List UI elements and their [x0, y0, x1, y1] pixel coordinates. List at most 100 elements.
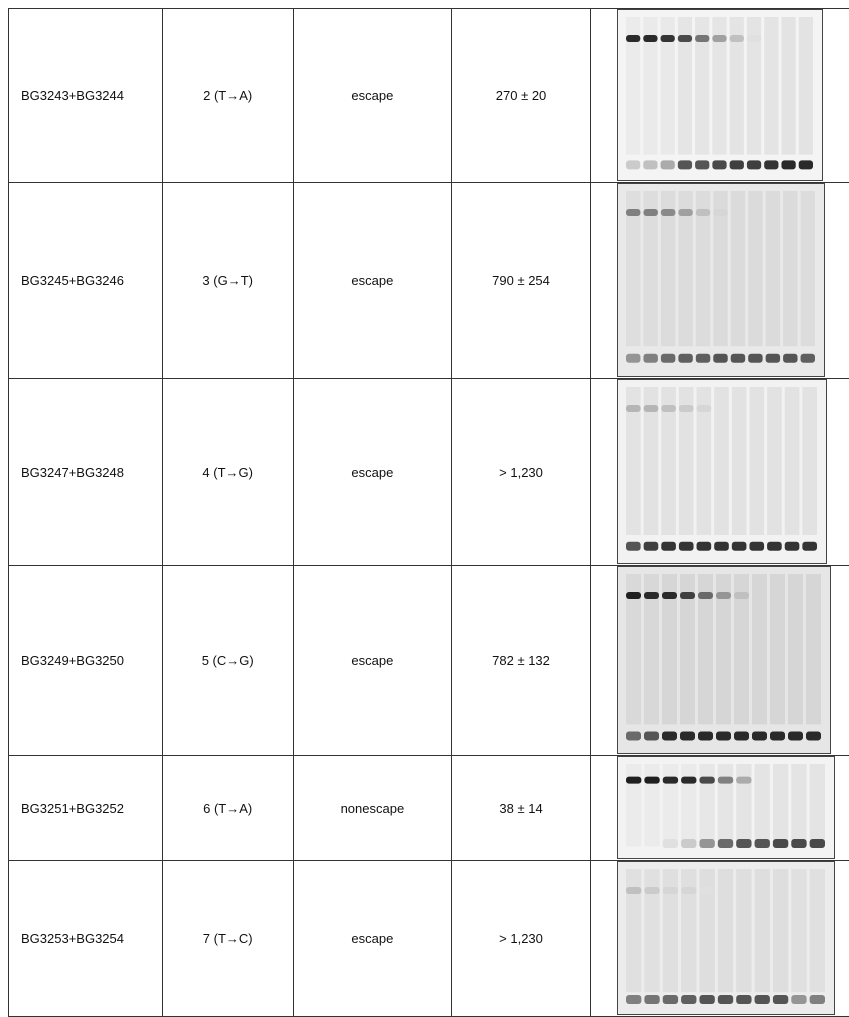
gel-band: [718, 777, 733, 784]
gel-band: [736, 995, 751, 1004]
table-cell: BG3247+BG3248: [9, 379, 163, 566]
gel-band: [626, 542, 641, 551]
table-cell: escape: [293, 861, 452, 1017]
table-cell: escape: [293, 379, 452, 566]
gel-band: [626, 592, 641, 599]
gel-band: [643, 209, 657, 216]
gel-band: [679, 405, 694, 412]
table-cell: > 1,230: [452, 861, 591, 1017]
gel-band: [678, 35, 692, 42]
gel-band: [747, 160, 761, 169]
gel-band: [785, 542, 800, 551]
gel-image: [617, 756, 835, 859]
gel-smear: [809, 764, 824, 846]
gel-band: [800, 354, 814, 363]
gel-band: [712, 160, 726, 169]
gel-band: [695, 160, 709, 169]
gel-band: [662, 731, 677, 740]
table-cell: BG3251+BG3252: [9, 756, 163, 861]
gel-band: [681, 995, 696, 1004]
gel-smear: [626, 764, 641, 846]
gel-cell: [590, 756, 849, 861]
gel-band: [734, 592, 749, 599]
gel-band: [734, 731, 749, 740]
gel-band: [788, 731, 803, 740]
gel-smear: [732, 387, 747, 535]
gel-band: [716, 731, 731, 740]
gel-band: [698, 592, 713, 599]
gel-band: [770, 731, 785, 740]
gel-smear: [748, 191, 762, 346]
gel-cell: [590, 861, 849, 1017]
gel-band: [764, 160, 778, 169]
gel-band: [731, 354, 745, 363]
gel-band: [626, 405, 641, 412]
gel-band: [663, 887, 678, 894]
gel-image: [617, 861, 835, 1015]
gel-smear: [644, 764, 659, 846]
gel-band: [696, 354, 710, 363]
gel-band: [718, 839, 733, 848]
table-cell: 790 ± 254: [452, 183, 591, 379]
gel-band: [729, 160, 743, 169]
table-cell: 3 (G→T): [162, 183, 293, 379]
gel-band: [661, 209, 675, 216]
table-cell: escape: [293, 183, 452, 379]
gel-smear: [714, 387, 729, 535]
gel-band: [754, 839, 769, 848]
gel-band: [626, 887, 641, 894]
gel-band: [696, 209, 710, 216]
gel-band: [626, 354, 640, 363]
table-cell: 7 (T→C): [162, 861, 293, 1017]
gel-band: [729, 35, 743, 42]
gel-cell: [590, 379, 849, 566]
gel-smear: [752, 574, 767, 724]
gel-band: [660, 160, 674, 169]
gel-band: [699, 995, 714, 1004]
gel-smear: [749, 387, 764, 535]
gel-band: [696, 405, 711, 412]
gel-band: [643, 160, 657, 169]
gel-band: [799, 160, 813, 169]
table-cell: BG3243+BG3244: [9, 9, 163, 183]
gel-band: [695, 35, 709, 42]
gel-smear: [781, 17, 795, 155]
gel-smear: [791, 869, 806, 992]
gel-band: [661, 354, 675, 363]
gel-band: [663, 777, 678, 784]
gel-band: [791, 839, 806, 848]
gel-band: [716, 592, 731, 599]
gel-cell: [590, 183, 849, 379]
table-cell: > 1,230: [452, 379, 591, 566]
table-cell: BG3245+BG3246: [9, 183, 163, 379]
gel-band: [643, 542, 658, 551]
gel-smear: [736, 764, 751, 846]
gel-band: [678, 160, 692, 169]
gel-band: [767, 542, 782, 551]
gel-band: [736, 777, 751, 784]
gel-band: [643, 405, 658, 412]
table-cell: BG3249+BG3250: [9, 566, 163, 756]
gel-band: [765, 354, 779, 363]
gel-cell: [590, 566, 849, 756]
gel-band: [681, 887, 696, 894]
gel-band: [680, 731, 695, 740]
table-cell: 782 ± 132: [452, 566, 591, 756]
gel-smear: [800, 191, 814, 346]
gel-smear: [764, 17, 778, 155]
gel-band: [714, 542, 729, 551]
gel-smear: [736, 869, 751, 992]
gel-band: [699, 839, 714, 848]
gel-band: [747, 35, 761, 42]
gel-band: [680, 592, 695, 599]
gel-band: [663, 839, 678, 848]
gel-band: [699, 777, 714, 784]
gel-band: [773, 995, 788, 1004]
gel-band: [679, 542, 694, 551]
gel-smear: [663, 764, 678, 846]
gel-band: [626, 995, 641, 1004]
